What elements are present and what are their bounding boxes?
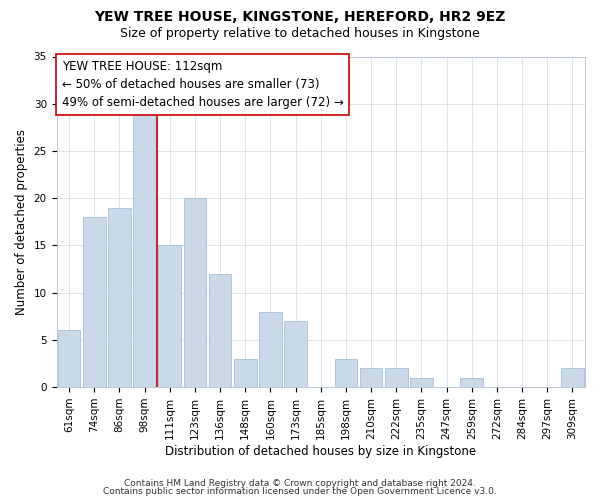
Bar [284,321,307,387]
Bar [234,359,257,387]
Text: YEW TREE HOUSE, KINGSTONE, HEREFORD, HR2 9EZ: YEW TREE HOUSE, KINGSTONE, HEREFORD, HR2… [94,10,506,24]
Bar [58,330,80,387]
Bar [360,368,382,387]
Bar [209,274,232,387]
Text: Contains public sector information licensed under the Open Government Licence v3: Contains public sector information licen… [103,487,497,496]
X-axis label: Distribution of detached houses by size in Kingstone: Distribution of detached houses by size … [165,444,476,458]
Text: Contains HM Land Registry data © Crown copyright and database right 2024.: Contains HM Land Registry data © Crown c… [124,478,476,488]
Text: YEW TREE HOUSE: 112sqm
← 50% of detached houses are smaller (73)
49% of semi-det: YEW TREE HOUSE: 112sqm ← 50% of detached… [62,60,344,109]
Bar [460,378,483,387]
Bar [410,378,433,387]
Bar [385,368,407,387]
Bar [108,208,131,387]
Y-axis label: Number of detached properties: Number of detached properties [15,129,28,315]
Bar [133,113,156,387]
Bar [184,198,206,387]
Bar [83,217,106,387]
Bar [561,368,584,387]
Bar [158,246,181,387]
Text: Size of property relative to detached houses in Kingstone: Size of property relative to detached ho… [120,28,480,40]
Bar [259,312,282,387]
Bar [335,359,357,387]
